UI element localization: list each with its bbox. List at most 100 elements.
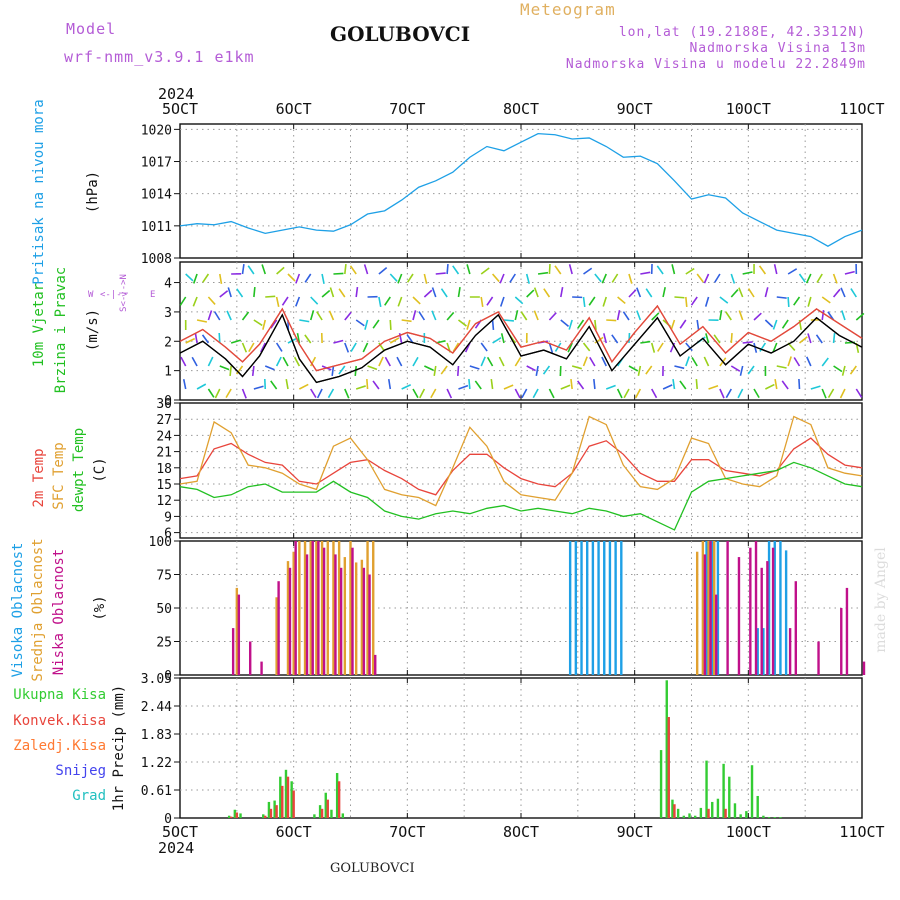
wind-arrow bbox=[525, 273, 530, 284]
wind-arrow bbox=[739, 365, 744, 376]
wind-arrow bbox=[466, 264, 471, 275]
wind-arrow bbox=[774, 379, 778, 390]
wind-arrow bbox=[491, 273, 500, 283]
bar-mark bbox=[281, 785, 284, 818]
wind-arrow bbox=[576, 380, 585, 390]
y-tick-label: 0 bbox=[164, 669, 172, 684]
wind-arrow bbox=[520, 311, 528, 321]
wind-arrow bbox=[708, 385, 719, 390]
bar-mark bbox=[286, 776, 290, 818]
wind-arrow bbox=[219, 365, 230, 371]
wind-arrow bbox=[321, 273, 325, 284]
bar-mark bbox=[676, 808, 680, 818]
series-line-0 bbox=[179, 437, 863, 496]
top-date-tick: 10OCT bbox=[726, 100, 771, 118]
wind-arrow bbox=[389, 337, 400, 344]
wind-arrow bbox=[805, 273, 812, 284]
wind-arrow bbox=[685, 342, 693, 352]
wind-arrow bbox=[418, 311, 426, 321]
wind-arrow bbox=[304, 334, 312, 344]
wind-arrow bbox=[329, 287, 335, 298]
wind-arrow bbox=[849, 365, 857, 375]
wind-arrow bbox=[713, 334, 721, 344]
wind-arrow bbox=[344, 388, 350, 399]
wind-arrow bbox=[679, 380, 687, 390]
wind-arrow bbox=[355, 286, 359, 298]
wind-arrow bbox=[832, 288, 841, 298]
wind-arrow bbox=[594, 319, 597, 331]
wind-arrow bbox=[214, 388, 221, 399]
y-tick-label: 25 bbox=[156, 636, 172, 651]
wind-arrow bbox=[486, 356, 494, 367]
bar-mark bbox=[667, 717, 670, 818]
wind-arrow bbox=[798, 273, 806, 283]
y-tick-label: 1.22 bbox=[141, 756, 172, 771]
bar-mark bbox=[311, 541, 314, 675]
top-date-tick: 9OCT bbox=[617, 100, 653, 118]
wind-arrow bbox=[440, 365, 448, 375]
wind-arrow bbox=[457, 319, 467, 327]
wind-arrow bbox=[349, 265, 357, 275]
y-tick-label: 1011 bbox=[141, 220, 172, 235]
bar-mark bbox=[334, 554, 337, 675]
wind-arrow bbox=[616, 388, 623, 399]
wind-arrow bbox=[248, 342, 255, 353]
bar-mark bbox=[711, 801, 714, 818]
bar-mark bbox=[620, 541, 623, 675]
wind-arrow bbox=[219, 290, 229, 298]
wind-arrow bbox=[401, 384, 412, 390]
wind-arrow bbox=[458, 384, 469, 390]
wind-arrow bbox=[855, 388, 863, 398]
bar-mark bbox=[290, 781, 293, 818]
wind-arrow bbox=[355, 319, 365, 327]
wind-arrow bbox=[433, 365, 437, 377]
wind-arrow bbox=[452, 265, 460, 275]
wind-arrow bbox=[182, 379, 187, 390]
bar-mark bbox=[309, 541, 312, 675]
wind-arrow bbox=[469, 365, 480, 370]
wind-arrow bbox=[622, 311, 630, 321]
wind-arrow bbox=[651, 312, 660, 321]
bottom-date-tick: 11OCT bbox=[839, 823, 884, 841]
wind-arrow bbox=[594, 336, 604, 344]
wind-arrow bbox=[582, 296, 586, 308]
wind-arrow bbox=[236, 288, 244, 298]
wind-arrow bbox=[310, 388, 317, 398]
wind-arrow bbox=[537, 271, 549, 275]
wind-arrow bbox=[807, 333, 812, 344]
bar-mark bbox=[724, 808, 727, 818]
bar-mark bbox=[756, 628, 759, 675]
wind-arrow bbox=[787, 296, 790, 308]
bar-mark bbox=[288, 567, 292, 675]
wind-arrow bbox=[344, 311, 352, 321]
series-line-2 bbox=[179, 461, 863, 531]
wind-arrow bbox=[285, 379, 289, 390]
wind-arrow bbox=[671, 264, 676, 275]
bar-mark bbox=[754, 541, 758, 675]
bar-mark bbox=[695, 551, 699, 675]
wind-arrow bbox=[747, 365, 755, 375]
wind-arrow bbox=[821, 296, 831, 304]
wind-arrow bbox=[457, 286, 461, 298]
wind-arrow bbox=[304, 273, 312, 283]
wind-arrow bbox=[514, 388, 521, 399]
bar-mark bbox=[284, 769, 288, 818]
wind-arrow bbox=[423, 273, 428, 284]
wind-arrow bbox=[503, 384, 514, 390]
bar-mark bbox=[341, 813, 345, 818]
wind-arrow bbox=[316, 311, 323, 321]
wind-arrow bbox=[568, 264, 573, 275]
bar-mark bbox=[693, 815, 697, 818]
bar-mark bbox=[337, 541, 341, 675]
wind-arrow bbox=[787, 268, 798, 275]
wind-arrow bbox=[772, 319, 778, 330]
wind-arrow bbox=[559, 287, 564, 298]
wind-arrow bbox=[185, 337, 196, 344]
wind-arrow bbox=[378, 267, 388, 275]
wind-arrow bbox=[645, 288, 653, 298]
wind-arrow bbox=[331, 365, 335, 377]
bar-mark bbox=[275, 597, 278, 675]
wind-arrow bbox=[703, 273, 710, 284]
wind-arrow bbox=[372, 380, 380, 390]
wind-arrow bbox=[821, 388, 827, 399]
